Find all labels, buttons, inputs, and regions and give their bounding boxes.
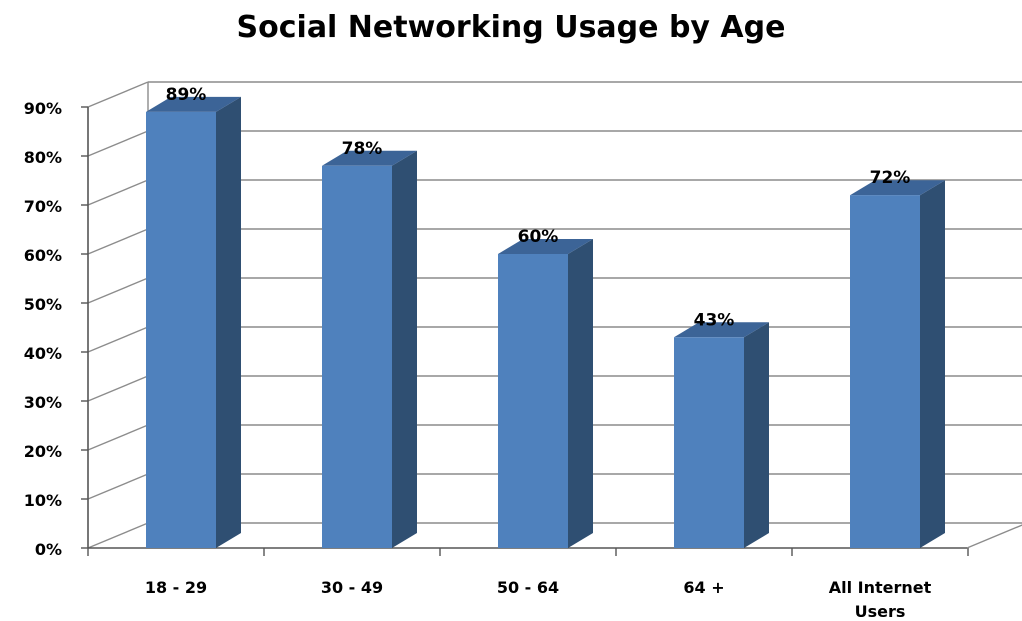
y-tick-label: 30% xyxy=(24,393,62,412)
bar-side xyxy=(392,151,417,548)
x-tick-label: 30 - 49 xyxy=(321,578,383,597)
bar-side xyxy=(568,239,593,548)
side-wall-gridline xyxy=(88,278,148,303)
side-wall-gridline xyxy=(88,82,148,107)
bar-side xyxy=(216,97,241,548)
y-tick-label: 90% xyxy=(24,99,62,118)
side-wall-gridline xyxy=(88,425,148,450)
bar xyxy=(146,112,216,548)
x-tick-label: 18 - 29 xyxy=(145,578,207,597)
data-label: 72% xyxy=(870,168,911,188)
x-tick-label: 64 + xyxy=(683,578,724,597)
x-tick-label: 50 - 64 xyxy=(497,578,559,597)
data-label: 89% xyxy=(166,85,207,105)
data-label: 43% xyxy=(694,310,735,330)
side-wall-gridline xyxy=(88,180,148,205)
side-wall-gridline xyxy=(88,131,148,156)
y-tick-label: 80% xyxy=(24,148,62,167)
x-tick-label: All Internet Users xyxy=(829,578,932,621)
data-label: 60% xyxy=(518,227,559,247)
y-tick-label: 50% xyxy=(24,295,62,314)
bar xyxy=(498,254,568,548)
bar xyxy=(850,195,920,548)
data-label: 78% xyxy=(342,139,383,159)
y-tick-label: 10% xyxy=(24,491,62,510)
side-wall-gridline xyxy=(88,523,148,548)
side-wall-gridline xyxy=(88,376,148,401)
side-wall-gridline xyxy=(88,327,148,352)
side-wall-gridline xyxy=(88,229,148,254)
bar xyxy=(674,337,744,548)
y-tick-label: 20% xyxy=(24,442,62,461)
y-tick-label: 0% xyxy=(35,540,62,559)
y-tick-label: 40% xyxy=(24,344,62,363)
bar-side xyxy=(920,180,945,548)
y-tick-label: 70% xyxy=(24,197,62,216)
bar xyxy=(322,166,392,548)
bar-side xyxy=(744,322,769,548)
floor-right-edge xyxy=(967,523,1022,548)
y-tick-label: 60% xyxy=(24,246,62,265)
side-wall-gridline xyxy=(88,474,148,499)
